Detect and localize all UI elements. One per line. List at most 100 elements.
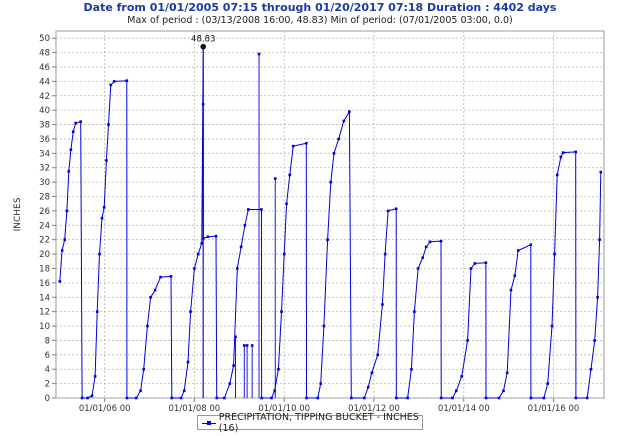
data-point (63, 238, 67, 241)
y-tick-label: 4 (45, 365, 50, 375)
data-point (332, 152, 336, 155)
y-tick-label: 48 (39, 49, 50, 59)
data-point (228, 382, 232, 385)
data-point (134, 396, 138, 400)
data-point (186, 360, 190, 364)
data-point (413, 310, 416, 313)
data-point (247, 208, 250, 211)
data-point (319, 382, 323, 385)
data-point (65, 209, 69, 213)
data-point (146, 324, 149, 328)
y-tick-label: 14 (39, 293, 50, 303)
data-point (90, 394, 94, 398)
data-point (125, 396, 129, 400)
data-point (502, 389, 505, 393)
data-point (100, 216, 104, 220)
data-point (58, 280, 62, 283)
data-point (348, 110, 351, 113)
chart-subtitle: Max of period : (03/13/2008 16:00, 48.83… (127, 15, 513, 26)
data-point (98, 252, 101, 256)
data-point (589, 367, 593, 371)
data-point (598, 238, 601, 241)
data-point (509, 288, 513, 292)
data-point (550, 324, 554, 328)
data-point (410, 367, 413, 371)
y-tick-label: 22 (39, 236, 50, 246)
data-point (484, 261, 488, 265)
x-tick-label: 01/01/12 00 (348, 404, 400, 414)
data-point (574, 396, 578, 400)
data-point (439, 396, 443, 400)
plot-frame (55, 30, 605, 399)
data-point (394, 207, 398, 211)
y-tick-label: 32 (39, 164, 50, 174)
y-tick-label: 36 (39, 135, 50, 145)
data-point (370, 371, 374, 375)
data-point (596, 295, 599, 299)
x-tick-label: 01/01/08 00 (169, 404, 221, 414)
data-point (383, 252, 387, 256)
data-point (529, 243, 533, 247)
y-tick-label: 2 (45, 380, 50, 390)
y-tick-label: 18 (39, 264, 50, 274)
y-tick-label: 50 (39, 34, 50, 44)
data-point (469, 267, 473, 270)
data-point (223, 396, 226, 400)
data-point (350, 396, 353, 400)
data-point (424, 245, 428, 249)
data-point (288, 173, 292, 177)
y-tick-label: 44 (39, 77, 50, 87)
y-tick-label: 34 (39, 149, 50, 159)
data-point (142, 367, 146, 371)
max-marker (200, 43, 207, 50)
data-point (291, 144, 295, 148)
data-point (232, 364, 235, 367)
data-point (454, 389, 458, 393)
x-tick-label: 01/01/10 00 (258, 404, 310, 414)
data-point (386, 209, 390, 213)
data-point (270, 396, 273, 400)
data-point (112, 80, 116, 83)
y-tick-label: 0 (45, 394, 50, 404)
data-point (329, 180, 333, 184)
x-tick-label: 01/01/14 00 (438, 404, 490, 414)
y-tick-label: 6 (45, 351, 50, 361)
data-point (193, 267, 196, 270)
data-point (107, 123, 110, 126)
data-point (513, 274, 517, 277)
y-tick-label: 10 (39, 322, 50, 332)
chart-title: Date from 01/01/2005 07:15 through 01/20… (83, 1, 557, 14)
data-point (305, 141, 308, 145)
data-point (585, 396, 589, 400)
y-tick-label: 16 (39, 279, 50, 289)
data-point (366, 385, 370, 389)
spike-point (273, 177, 277, 180)
spike-point (242, 344, 246, 347)
data-point (505, 371, 509, 375)
data-point (316, 396, 320, 400)
data-point (235, 267, 239, 270)
y-axis: 0246810121416182022242628303234363840424… (39, 34, 56, 404)
data-point (159, 275, 162, 279)
data-point (280, 310, 283, 313)
plot-background (55, 30, 605, 399)
spike-point (250, 344, 254, 347)
spike-point (257, 52, 261, 56)
y-tick-label: 46 (39, 63, 50, 73)
x-axis: 01/01/06 00 01/01/08 00 01/01/10 00 01/01/1… (79, 398, 579, 414)
y-tick-label: 12 (39, 308, 50, 318)
data-point (67, 170, 71, 173)
y-tick-label: 38 (39, 121, 50, 131)
data-point (285, 202, 288, 206)
y-tick-label: 20 (39, 250, 50, 260)
spike-point (245, 344, 249, 347)
y-tick-label: 26 (39, 207, 50, 217)
data-point (546, 382, 550, 385)
y-tick-label: 28 (39, 193, 50, 203)
data-point (260, 208, 263, 211)
legend-label: PRECIPITATION, TIPPING BUCKET - INCHES (… (218, 411, 419, 434)
data-point (553, 252, 556, 256)
data-point (79, 120, 83, 123)
data-point (342, 119, 346, 123)
data-point (561, 151, 565, 154)
